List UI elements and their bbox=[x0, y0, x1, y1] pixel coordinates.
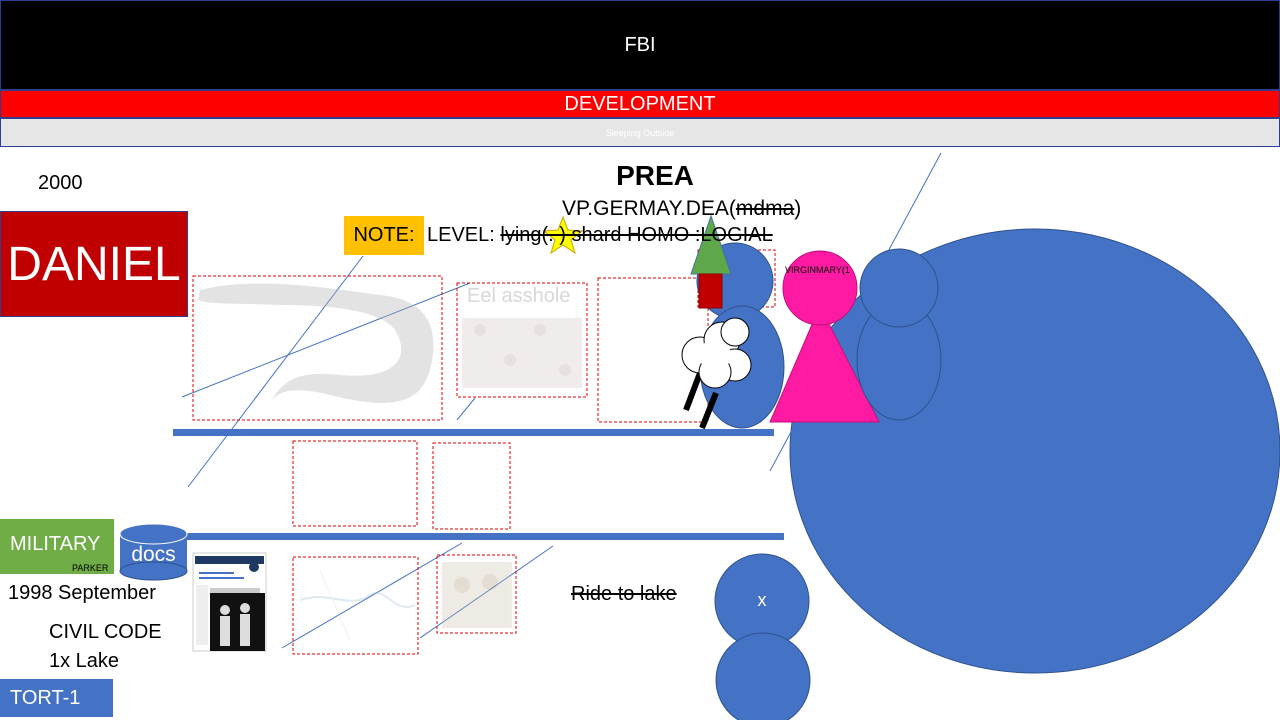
pink-figure-head bbox=[782, 250, 858, 326]
vp-strike-text: mdma bbox=[735, 197, 795, 220]
thin-line-6 bbox=[419, 545, 554, 639]
level-prefix: LEVEL: bbox=[427, 224, 501, 246]
docs-cylinder-icon bbox=[119, 523, 188, 581]
blue-figure-right-head bbox=[859, 248, 939, 328]
military-box: MILITARY bbox=[0, 519, 114, 574]
header-title-bar: FBI bbox=[0, 0, 1280, 90]
year-2000-label: 2000 bbox=[38, 172, 83, 194]
header-caption-bar: Sleeping Outside bbox=[0, 118, 1280, 147]
header-caption: Sleeping Outside bbox=[605, 127, 675, 138]
vp-line: VP.GERMAY.DEA(mdma) bbox=[562, 197, 801, 221]
image-frame-5 bbox=[292, 440, 418, 527]
eel-image bbox=[198, 283, 434, 405]
note-box: NOTE: bbox=[344, 216, 424, 255]
map-image bbox=[299, 569, 416, 641]
military-label: MILITARY bbox=[10, 533, 101, 555]
header-title: FBI bbox=[624, 33, 656, 56]
image-frame-eel bbox=[192, 275, 443, 421]
vp-close: ) bbox=[794, 197, 802, 220]
thin-line-4 bbox=[456, 397, 476, 421]
year-1998-label: 1998 September bbox=[8, 582, 156, 604]
tort-box: TORT-1 bbox=[0, 679, 113, 717]
name-box-label: DANIEL bbox=[7, 237, 181, 291]
tree-trunk bbox=[698, 273, 723, 309]
prea-heading: PREA bbox=[616, 160, 694, 191]
level-strike-text: lying(. ) shard HOMO :LOGIAL bbox=[500, 224, 773, 246]
lake-label: 1x Lake bbox=[49, 650, 120, 672]
webpage-thumbnail bbox=[192, 552, 267, 652]
thin-line-3 bbox=[181, 282, 471, 398]
eel-caption: Eel asshole bbox=[467, 285, 571, 307]
docs-label: docs bbox=[131, 543, 176, 566]
shelf-line-bottom bbox=[173, 533, 784, 540]
vp-text: VP.GERMAY.DEA( bbox=[562, 197, 736, 220]
collage-image bbox=[462, 318, 582, 388]
thin-line-2 bbox=[187, 255, 364, 488]
parker-label: PARKER bbox=[72, 563, 109, 573]
virgin-label: VIRGINMARY(1 bbox=[785, 265, 850, 275]
header-subtitle: DEVELOPMENT bbox=[564, 92, 716, 115]
pink-figure-body bbox=[769, 304, 880, 423]
image-frame-6 bbox=[432, 442, 511, 530]
sheep-icon bbox=[681, 317, 752, 430]
star-icon bbox=[542, 215, 584, 255]
ride-label: Ride to lake bbox=[571, 583, 677, 605]
name-box: DANIEL bbox=[0, 211, 188, 317]
image-frame-photo bbox=[436, 554, 517, 634]
people-photo bbox=[442, 562, 512, 628]
shelf-line-top bbox=[173, 429, 774, 436]
circle-bottom bbox=[715, 632, 811, 720]
civil-code-label: CIVIL CODE bbox=[49, 621, 162, 643]
level-line: LEVEL: lying(. ) shard HOMO :LOGIAL bbox=[427, 224, 773, 247]
note-label: NOTE: bbox=[353, 224, 415, 246]
image-frame-map bbox=[292, 556, 419, 655]
tort-label: TORT-1 bbox=[10, 686, 81, 709]
thin-line-5 bbox=[281, 542, 463, 649]
image-frame-collage bbox=[456, 282, 588, 398]
header-subtitle-bar: DEVELOPMENT bbox=[0, 90, 1280, 118]
x-mark-label: x bbox=[757, 590, 767, 610]
